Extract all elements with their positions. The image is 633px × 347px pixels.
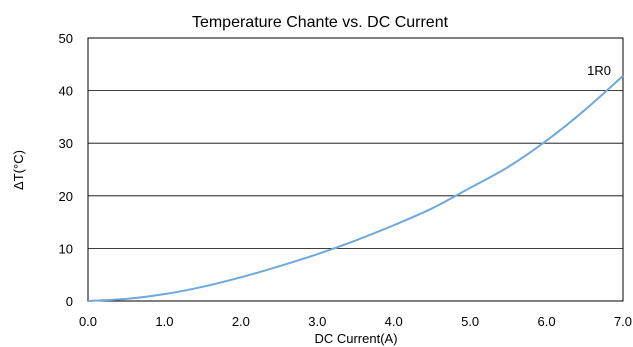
y-tick-label: 10 [59,241,73,256]
plot-area-frame [87,37,624,302]
y-axis-ticks: 0 10 20 30 40 50 [59,31,73,309]
x-axis-label: DC Current(A) [314,331,397,346]
gridlines [88,90,623,249]
y-tick-label: 30 [59,136,73,151]
chart-title: Temperature Chante vs. DC Current [192,14,449,31]
series-layer: 1R0 [87,63,624,302]
x-tick-label: 1.0 [155,314,173,329]
x-axis-ticks: 0.0 1.0 2.0 3.0 4.0 5.0 6.0 7.0 [79,314,632,329]
x-tick-label: 7.0 [614,314,632,329]
series-line [87,75,624,302]
x-tick-label: 0.0 [79,314,97,329]
x-tick-label: 6.0 [538,314,556,329]
x-tick-label: 4.0 [385,314,403,329]
y-tick-label: 0 [66,294,73,309]
x-tick-label: 2.0 [232,314,250,329]
y-tick-label: 50 [59,31,73,46]
x-tick-label: 5.0 [461,314,479,329]
x-tick-label: 3.0 [308,314,326,329]
y-axis-label: ΔT(°C) [11,150,26,190]
y-tick-label: 40 [59,84,73,99]
series-label: 1R0 [587,63,611,78]
y-tick-label: 20 [59,189,73,204]
